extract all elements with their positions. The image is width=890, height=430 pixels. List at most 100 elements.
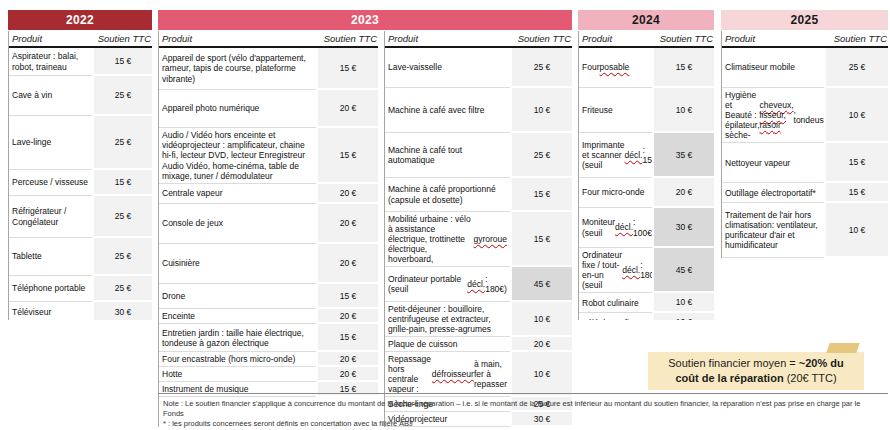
- support-value: 10 €: [510, 88, 572, 133]
- product-name: Enceinte: [159, 309, 316, 324]
- support-value: 20 €: [510, 337, 572, 352]
- product-row: Lave-vaisselle25 €: [385, 48, 572, 88]
- product-row: Console de jeux20 €: [159, 204, 378, 244]
- support-value: 15 €: [92, 170, 152, 196]
- product-row: Robot culinaire10 €: [579, 293, 714, 313]
- footnote: Note : Le soutien financier s'applique à…: [163, 399, 869, 429]
- column-headers: ProduitSoutien TTC: [159, 31, 378, 48]
- product-name: Friteuse: [579, 88, 652, 133]
- product-name: Cave à vin: [9, 76, 92, 116]
- product-name: Tablette: [9, 238, 92, 276]
- product-row: Téléphone fixe10 €: [579, 313, 714, 320]
- product-name-text: à main, fer à repasser: [474, 359, 507, 389]
- misspelling-underline: décl.: [467, 279, 485, 289]
- support-value: 10 €: [652, 313, 714, 320]
- product-row: Enceinte20 €: [159, 309, 378, 324]
- support-value: 25 €: [92, 238, 152, 276]
- product-name: Perceuse / visseuse: [9, 170, 92, 196]
- product-row: Entretien jardin : taille haie électriqu…: [159, 324, 378, 352]
- support-value: 15 €: [316, 382, 378, 397]
- product-name: Entretien jardin : taille haie électriqu…: [159, 324, 316, 352]
- product-name: Téléviseur: [9, 302, 92, 320]
- product-column-header: Produit: [12, 33, 42, 44]
- product-row: Téléphone portable25 €: [9, 276, 152, 302]
- product-row: Téléviseur30 €: [9, 302, 152, 320]
- product-row: Audio / Vidéo hors enceinte et vidéoproj…: [159, 128, 378, 184]
- product-row: Repassage hors centrale vapeur : défrois…: [385, 352, 572, 397]
- product-name: Outillage électroportatif*: [722, 183, 824, 203]
- table-2023: 2023 ProduitSoutien TTCAppareil de sport…: [158, 10, 572, 427]
- support-value: 25 €: [510, 48, 572, 88]
- support-value: 15 €: [824, 143, 888, 183]
- table-2024-columns: ProduitSoutien TTCFour posable15 €Friteu…: [578, 31, 714, 320]
- table-body: Lave-vaisselle25 €Machine à café avec fi…: [385, 48, 572, 427]
- support-value: 15 €: [510, 178, 572, 212]
- product-name: Drone: [159, 284, 316, 309]
- product-row: Climatiseur mobile25 €: [722, 48, 888, 88]
- product-row: Réfrigérateur / Congélateur25 €: [9, 196, 152, 238]
- product-name: Machine à café avec filtre: [385, 88, 510, 133]
- support-value: 25 €: [92, 276, 152, 302]
- product-column: ProduitSoutien TTCAspirateur : balai, ro…: [8, 31, 152, 320]
- product-column: ProduitSoutien TTCFour posable15 €Friteu…: [578, 31, 714, 320]
- column-headers: ProduitSoutien TTC: [9, 31, 152, 48]
- product-column-header: Produit: [725, 33, 755, 44]
- product-name: Machine à café proportionné (capsule et …: [385, 178, 510, 212]
- misspelling-underline: défroisseur: [432, 369, 474, 379]
- product-row: Four posable15 €: [579, 48, 714, 88]
- product-row: Lave-linge25 €: [9, 116, 152, 170]
- product-name: Ordinateur portable (seuil décl. : 180€): [385, 267, 510, 302]
- product-name: Téléphone portable: [9, 276, 92, 302]
- product-row: Centrale vapeur20 €: [159, 184, 378, 204]
- product-row: Ordinateur portable (seuil décl. : 180€)…: [385, 267, 572, 302]
- year-header-2024: 2024: [578, 10, 714, 30]
- product-row: Ordinateur fixe / tout-en-un (seuil décl…: [579, 248, 714, 293]
- misspelling-underline: gyroroue: [473, 234, 507, 244]
- misspelling-underline: décl.: [622, 265, 640, 275]
- product-row: Plaque de cuisson20 €: [385, 337, 572, 352]
- support-value: 10 €: [510, 302, 572, 337]
- support-value: 30 €: [652, 208, 714, 248]
- support-column-header: Soutien TTC: [660, 33, 713, 44]
- misspelling-underline: posable: [599, 62, 629, 72]
- product-name: Petit-déjeuner : bouilloire, centrifugeu…: [385, 302, 510, 337]
- product-name: Audio / Vidéo hors enceinte et vidéoproj…: [159, 128, 316, 184]
- product-name: Moniteur (seuil décl. : 100€): [579, 208, 652, 248]
- product-row: Appareil de sport (vélo d'appartement, r…: [159, 48, 378, 90]
- product-name: Appareil de sport (vélo d'appartement, r…: [159, 48, 316, 90]
- product-name: Hotte: [159, 367, 316, 382]
- product-name: Plaque de cuisson: [385, 337, 510, 352]
- table-2025-columns: ProduitSoutien TTCClimatiseur mobile25 €…: [721, 31, 888, 258]
- product-name: Console de jeux: [159, 204, 316, 244]
- support-value: 25 €: [824, 48, 888, 88]
- product-column-header: Produit: [388, 33, 418, 44]
- callout-prefix: Soutien financier moyen =: [668, 357, 799, 369]
- product-name: Lave-vaisselle: [385, 48, 510, 88]
- product-name: Réfrigérateur / Congélateur: [9, 196, 92, 238]
- product-name: Four posable: [579, 48, 652, 88]
- product-row: Aspirateur : balai, robot, traineau15 €: [9, 48, 152, 76]
- product-name: Aspirateur : balai, robot, traineau: [9, 48, 92, 76]
- product-name: Appareil photo numérique: [159, 90, 316, 128]
- support-value: 45 €: [652, 248, 714, 293]
- product-name-text: Moniteur (seuil: [582, 217, 615, 237]
- footnote-asterisk: * : les produits concernées seront défin…: [163, 419, 869, 429]
- support-value: 15 €: [316, 284, 378, 309]
- support-value: 10 €: [824, 203, 888, 258]
- support-value: 20 €: [316, 204, 378, 244]
- table-body: Appareil de sport (vélo d'appartement, r…: [159, 48, 378, 397]
- product-row: Moniteur (seuil décl. : 100€)30 €: [579, 208, 714, 248]
- product-name-text: Hygiène et Beauté : épilateur, sèche-: [725, 90, 760, 140]
- product-name-text: Imprimante et scanner (seuil: [582, 140, 625, 170]
- support-column-header: Soutien TTC: [518, 33, 571, 44]
- support-value: 25 €: [92, 116, 152, 170]
- product-row: Machine à café tout automatique25 €: [385, 133, 572, 178]
- product-row: Outillage électroportatif*15 €: [722, 183, 888, 203]
- product-name: Cuisinière: [159, 244, 316, 284]
- support-value: 20 €: [316, 244, 378, 284]
- product-row: Hotte20 €: [159, 367, 378, 382]
- year-header-2022: 2022: [8, 10, 152, 30]
- product-name: Imprimante et scanner (seuil décl. : 150…: [579, 133, 652, 178]
- product-name: Robot culinaire: [579, 293, 652, 313]
- support-value: 15 €: [824, 183, 888, 203]
